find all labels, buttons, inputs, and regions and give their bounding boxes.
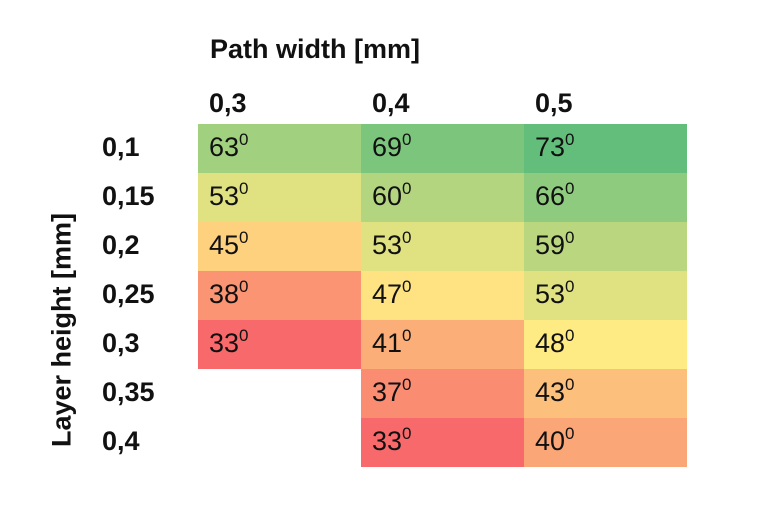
cell-value: 69 — [372, 132, 403, 162]
heatmap-cell: 330 — [361, 418, 524, 467]
cell-superscript: 0 — [239, 277, 249, 296]
cell-superscript: 0 — [402, 375, 412, 394]
column-header: 0,5 — [535, 88, 573, 118]
heatmap-cell: 530 — [198, 173, 361, 222]
row-header: 0,25 — [102, 279, 155, 309]
heatmap-cell: 480 — [524, 320, 687, 369]
cell-value: 47 — [372, 279, 403, 309]
cell-superscript: 0 — [239, 228, 249, 247]
cell-superscript: 0 — [565, 375, 575, 394]
heatmap-cell: 590 — [524, 222, 687, 271]
cell-value: 60 — [372, 181, 403, 211]
cell-value: 38 — [209, 279, 240, 309]
cell-value: 33 — [372, 426, 403, 456]
cell-superscript: 0 — [565, 326, 575, 345]
cell-value: 59 — [535, 230, 566, 260]
cell-superscript: 0 — [565, 277, 575, 296]
heatmap-cell: 450 — [198, 222, 361, 271]
row-header: 0,15 — [102, 181, 155, 211]
cell-value: 33 — [209, 328, 240, 358]
row-header: 0,2 — [102, 230, 140, 260]
cell-superscript: 0 — [565, 179, 575, 198]
cell-superscript: 0 — [239, 326, 249, 345]
cell-superscript: 0 — [402, 228, 412, 247]
column-header: 0,4 — [372, 88, 410, 118]
cell-superscript: 0 — [565, 228, 575, 247]
cell-value: 37 — [372, 377, 403, 407]
heatmap-cell: 370 — [361, 369, 524, 418]
cell-superscript: 0 — [402, 179, 412, 198]
x-axis-title: Path width [mm] — [210, 34, 420, 64]
heatmap-cell: 400 — [524, 418, 687, 467]
row-header: 0,3 — [102, 328, 140, 358]
cell-superscript: 0 — [239, 179, 249, 198]
cell-superscript: 0 — [402, 326, 412, 345]
heatmap-cell: 600 — [361, 173, 524, 222]
heatmap-cell: 330 — [198, 320, 361, 369]
heatmap-cell: 530 — [361, 222, 524, 271]
cell-superscript: 0 — [565, 130, 575, 149]
cell-superscript: 0 — [402, 277, 412, 296]
y-axis-title: Layer height [mm] — [46, 212, 77, 448]
row-header: 0,35 — [102, 377, 155, 407]
heatmap-cell: 430 — [524, 369, 687, 418]
cell-value: 45 — [209, 230, 240, 260]
cell-value: 53 — [209, 181, 240, 211]
cell-value: 73 — [535, 132, 566, 162]
heatmap-cell: 660 — [524, 173, 687, 222]
cell-value: 63 — [209, 132, 240, 162]
heatmap-cell: 380 — [198, 271, 361, 320]
cell-value: 40 — [535, 426, 566, 456]
heatmap-cell: 470 — [361, 271, 524, 320]
heatmap-cell: 630 — [198, 124, 361, 173]
heatmap-cell: 690 — [361, 124, 524, 173]
row-header: 0,4 — [102, 426, 140, 456]
cell-value: 48 — [535, 328, 566, 358]
cell-value: 41 — [372, 328, 403, 358]
cell-value: 66 — [535, 181, 566, 211]
heatmap-cell: 410 — [361, 320, 524, 369]
heatmap-cell: 530 — [524, 271, 687, 320]
cell-value: 43 — [535, 377, 566, 407]
cell-superscript: 0 — [402, 424, 412, 443]
cell-superscript: 0 — [565, 424, 575, 443]
cell-superscript: 0 — [402, 130, 412, 149]
column-header: 0,3 — [209, 88, 247, 118]
cell-superscript: 0 — [239, 130, 249, 149]
row-header: 0,1 — [102, 132, 140, 162]
cell-value: 53 — [535, 279, 566, 309]
cell-value: 53 — [372, 230, 403, 260]
heatmap-cell: 730 — [524, 124, 687, 173]
